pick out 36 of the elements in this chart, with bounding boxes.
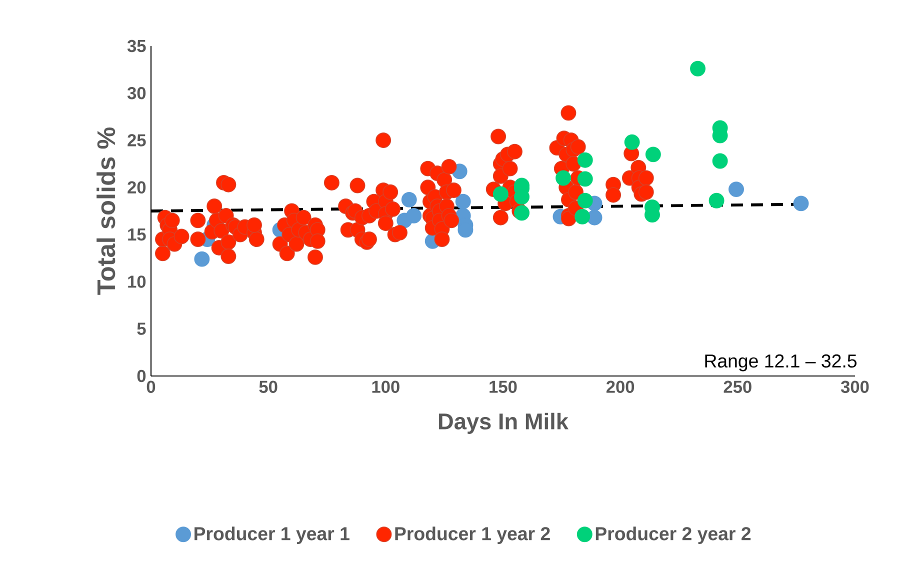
y-tick-label: 30 xyxy=(127,86,146,100)
point xyxy=(728,182,744,198)
y-tick-label: 25 xyxy=(128,134,146,146)
point xyxy=(793,196,809,212)
legend-label: Producer 2 year 2 xyxy=(596,526,751,544)
point xyxy=(645,146,661,162)
point xyxy=(708,192,724,208)
x-tick-label: 0 xyxy=(146,380,156,393)
y-tick-label: 10 xyxy=(128,276,146,288)
y-tick-label: 0 xyxy=(137,370,146,382)
x-tick-label: 200 xyxy=(606,380,634,393)
y-tick-label: 15 xyxy=(128,228,146,241)
y-axis-title: Total solids % xyxy=(96,127,116,295)
point xyxy=(690,60,706,76)
point xyxy=(712,153,728,169)
y-tick-label: 35 xyxy=(127,40,146,52)
x-tick-label: 150 xyxy=(490,380,517,393)
point xyxy=(514,205,530,221)
x-axis-title: Days In Milk xyxy=(439,412,569,434)
point xyxy=(455,194,471,210)
point xyxy=(406,208,422,224)
point xyxy=(624,134,640,150)
point xyxy=(577,192,593,208)
legend-label: Producer 1 year 1 xyxy=(194,526,350,544)
x-tick-label: 300 xyxy=(840,380,869,393)
annotation: Range 12.1 – 32.5 xyxy=(705,354,856,372)
point xyxy=(194,251,210,267)
x-tick-label: 100 xyxy=(372,380,400,393)
x-tick-label: 50 xyxy=(259,380,278,393)
y-tick-label: 5 xyxy=(137,322,146,335)
x-tick-label: 250 xyxy=(724,380,752,393)
point xyxy=(577,152,593,168)
point xyxy=(401,192,417,208)
y-tick-label: 20 xyxy=(128,181,146,194)
legend-label: Producer 1 year 2 xyxy=(395,526,550,544)
point xyxy=(574,208,590,224)
